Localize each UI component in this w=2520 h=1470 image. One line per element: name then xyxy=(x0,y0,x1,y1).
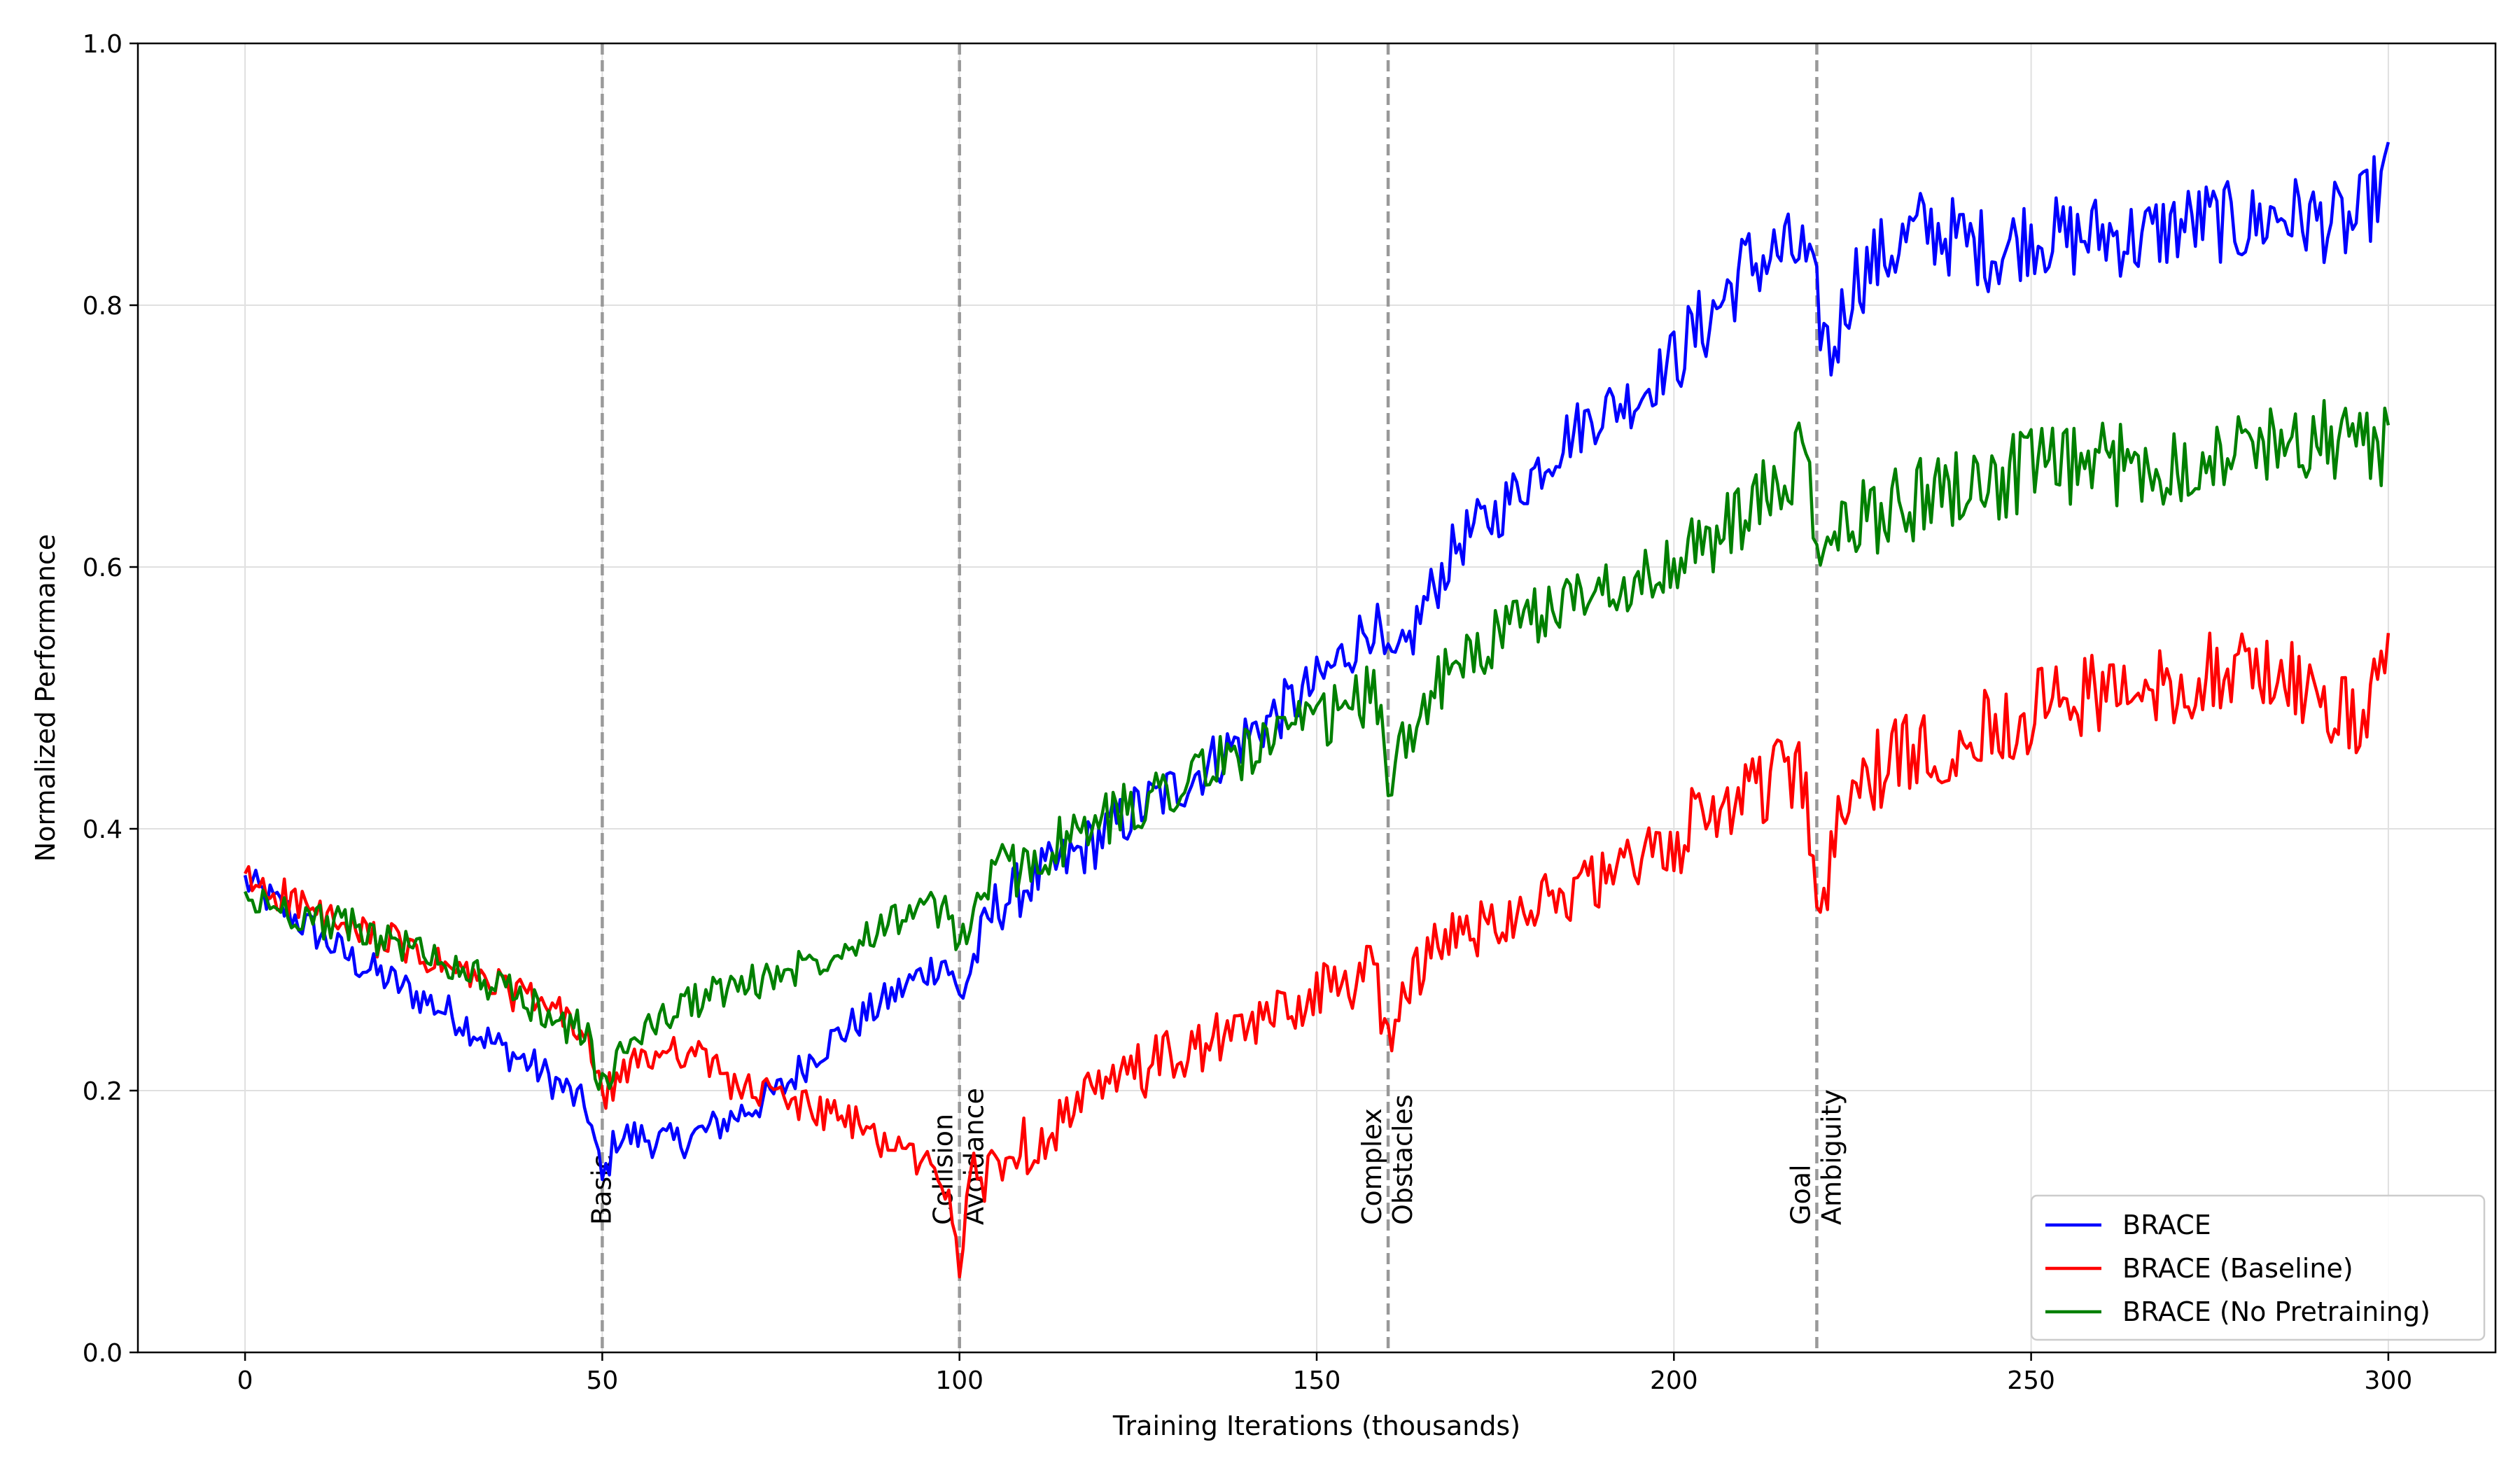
x-tick-label: 300 xyxy=(2365,1366,2413,1395)
phase-label: Goal xyxy=(1785,1164,1816,1225)
y-tick-label: 0.4 xyxy=(83,816,122,844)
legend-box xyxy=(2030,1194,2486,1341)
series-line xyxy=(243,141,2390,1182)
x-axis-ticks: 0 50 100 150 200 250 300 xyxy=(237,1352,2413,1395)
y-axis-title: Normalized Performance xyxy=(30,534,61,862)
series-lines xyxy=(243,141,2390,1279)
legend-entry: BRACE (No Pretraining) xyxy=(2122,1296,2430,1327)
phase-label: Obstacles xyxy=(1387,1094,1418,1225)
x-tick-label: 50 xyxy=(586,1366,618,1395)
series-line xyxy=(244,399,2390,1091)
x-tick-label: 200 xyxy=(1650,1366,1698,1395)
phase-label: Complex xyxy=(1357,1108,1387,1225)
y-tick-label: 1.0 xyxy=(83,30,122,59)
y-axis-ticks: 0.0 0.2 0.4 0.6 0.8 1.0 xyxy=(83,30,138,1368)
phase-label: Collision xyxy=(928,1114,959,1225)
x-axis-title: Training Iterations (thousands) xyxy=(1112,1410,1520,1441)
x-tick-label: 0 xyxy=(237,1366,253,1395)
x-tick-label: 100 xyxy=(935,1366,983,1395)
series-line xyxy=(244,631,2390,1279)
legend-entry: BRACE xyxy=(2122,1210,2211,1240)
legend: BRACE BRACE (Baseline) BRACE (No Pretraini… xyxy=(2030,1194,2486,1341)
y-tick-label: 0.6 xyxy=(83,554,122,582)
y-tick-label: 0.2 xyxy=(83,1077,122,1106)
y-tick-label: 0.0 xyxy=(83,1339,122,1368)
x-tick-label: 250 xyxy=(2007,1366,2055,1395)
x-tick-label: 150 xyxy=(1293,1366,1341,1395)
legend-entry: BRACE (Baseline) xyxy=(2122,1253,2353,1284)
y-tick-label: 0.8 xyxy=(83,292,122,321)
phase-markers: Basic Collision Avoidance Complex Obstacles G… xyxy=(586,43,1847,1352)
phase-label: Ambiguity xyxy=(1816,1089,1847,1225)
